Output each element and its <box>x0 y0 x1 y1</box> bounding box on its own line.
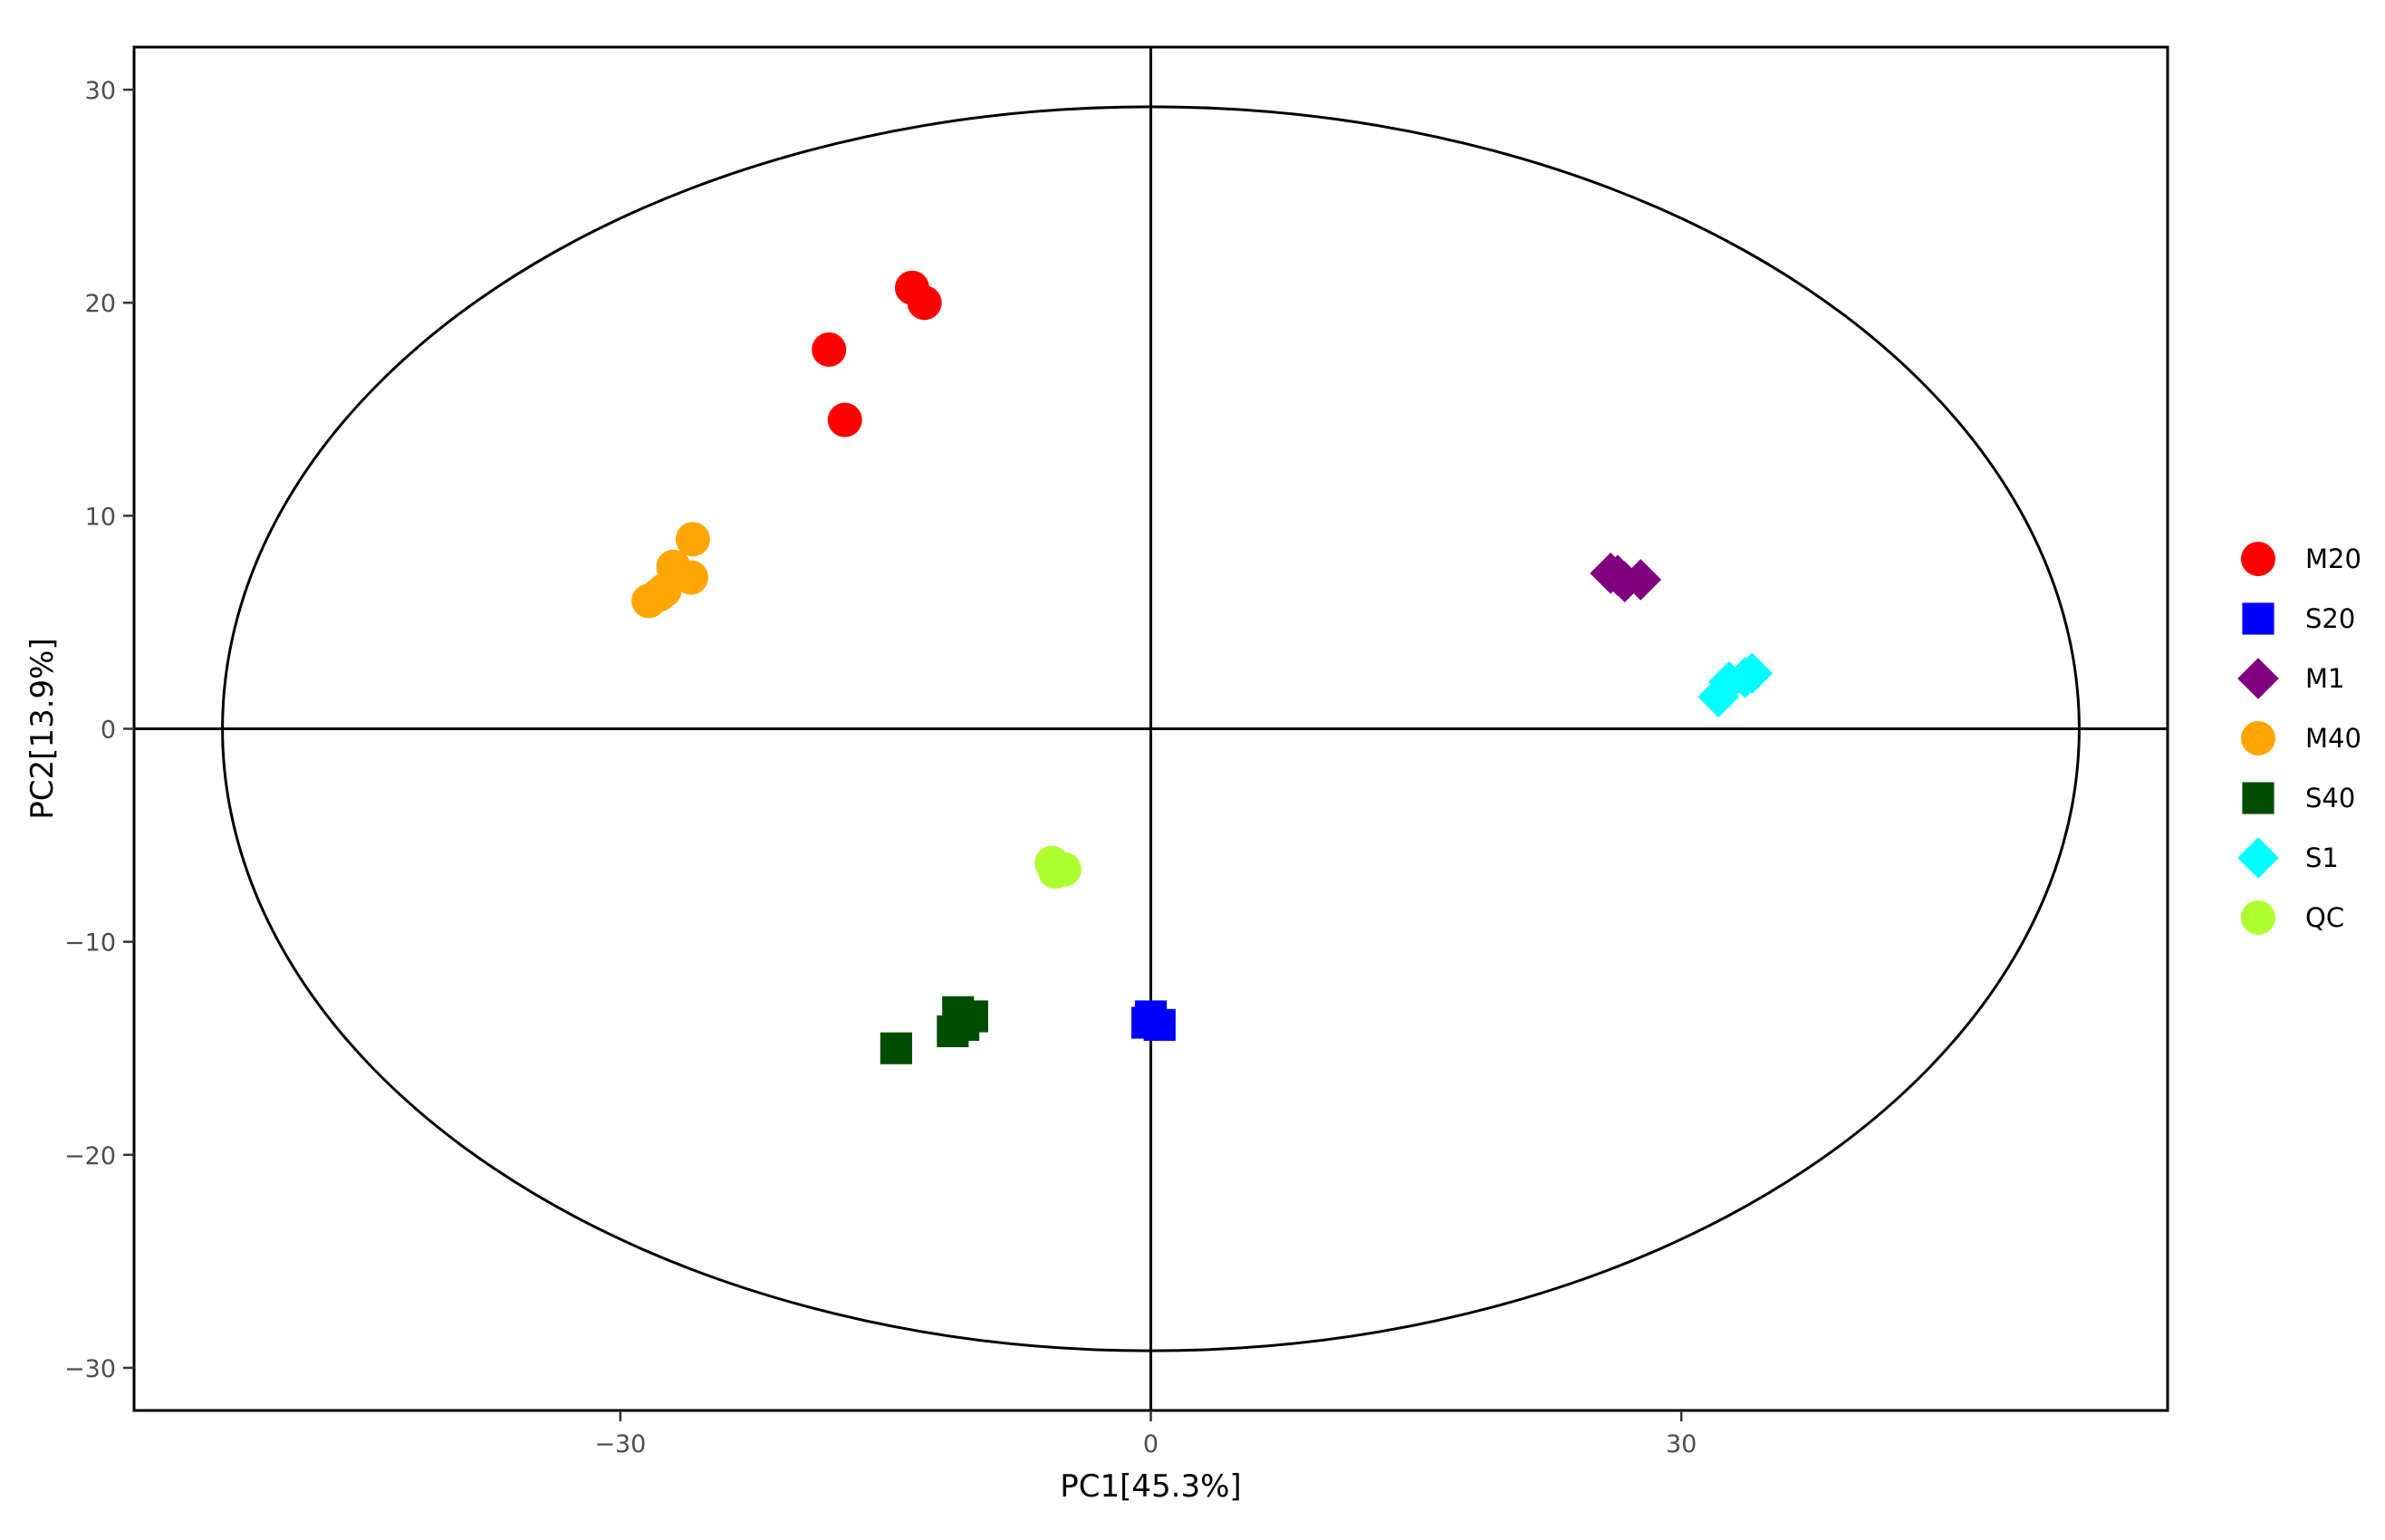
x-tick-label: 0 <box>1143 1430 1159 1458</box>
point-m20 <box>827 402 862 438</box>
series-m1 <box>1590 553 1662 603</box>
legend-label: QC <box>2305 902 2344 933</box>
legend-key-s1 <box>2237 837 2279 879</box>
x-axis-ticks: −30 0 30 <box>594 1410 1697 1458</box>
legend-label: S40 <box>2305 783 2355 813</box>
point-m20 <box>907 285 942 321</box>
legend-label: M20 <box>2305 544 2361 574</box>
point-s1 <box>1731 652 1774 695</box>
legend-item-s1: S1 <box>2237 837 2339 879</box>
point-m40 <box>641 577 677 612</box>
y-tick-label: 20 <box>85 290 116 318</box>
legend-item-m1: M1 <box>2237 658 2344 699</box>
legend-label: M40 <box>2305 723 2361 754</box>
point-m1 <box>1597 554 1639 596</box>
legend: M20 S20 M1 M40 S40 S1 QC <box>2237 542 2361 935</box>
legend-key-m20 <box>2241 542 2275 576</box>
legend-key-m40 <box>2241 721 2275 756</box>
y-axis-ticks: −30 −20 −10 0 10 20 30 <box>64 77 134 1383</box>
legend-key-s20 <box>2242 602 2274 635</box>
legend-label: S20 <box>2305 603 2355 634</box>
point-m40 <box>673 560 708 595</box>
reference-lines <box>134 47 2168 1410</box>
point-m1 <box>1620 559 1662 601</box>
y-tick-label: −30 <box>64 1355 116 1383</box>
point-qc <box>1038 854 1073 890</box>
legend-key-qc <box>2241 900 2275 935</box>
series-m40 <box>631 522 710 619</box>
point-s40 <box>956 1000 988 1033</box>
point-s20 <box>1131 1006 1164 1039</box>
y-tick-label: 0 <box>101 717 116 745</box>
series-m20 <box>812 270 942 438</box>
series-qc <box>1034 845 1082 890</box>
series-s1 <box>1697 652 1774 718</box>
legend-label: S1 <box>2305 842 2339 873</box>
x-axis-title: PC1[45.3%] <box>1060 1468 1241 1505</box>
legend-key-s40 <box>2242 782 2274 814</box>
y-tick-label: −20 <box>64 1142 116 1170</box>
point-s1 <box>1697 676 1739 718</box>
legend-key-m1 <box>2237 658 2279 699</box>
x-tick-label: −30 <box>594 1430 646 1458</box>
series-s20 <box>1131 1000 1176 1041</box>
x-tick-label: 30 <box>1666 1430 1697 1458</box>
legend-item-m40: M40 <box>2241 721 2361 756</box>
legend-item-s40: S40 <box>2242 782 2355 814</box>
point-s40 <box>880 1032 912 1064</box>
legend-item-s20: S20 <box>2242 602 2355 635</box>
y-tick-label: 10 <box>85 503 116 531</box>
legend-item-qc: QC <box>2241 900 2344 935</box>
series-s40 <box>880 996 988 1064</box>
y-tick-label: −10 <box>64 929 116 958</box>
point-m40 <box>675 522 710 557</box>
y-axis-title: PC2[13.9%] <box>24 638 61 819</box>
y-tick-label: 30 <box>85 77 116 105</box>
data-points <box>631 270 1774 1064</box>
point-m20 <box>812 332 847 367</box>
legend-item-m20: M20 <box>2241 542 2361 576</box>
legend-label: M1 <box>2305 663 2344 694</box>
